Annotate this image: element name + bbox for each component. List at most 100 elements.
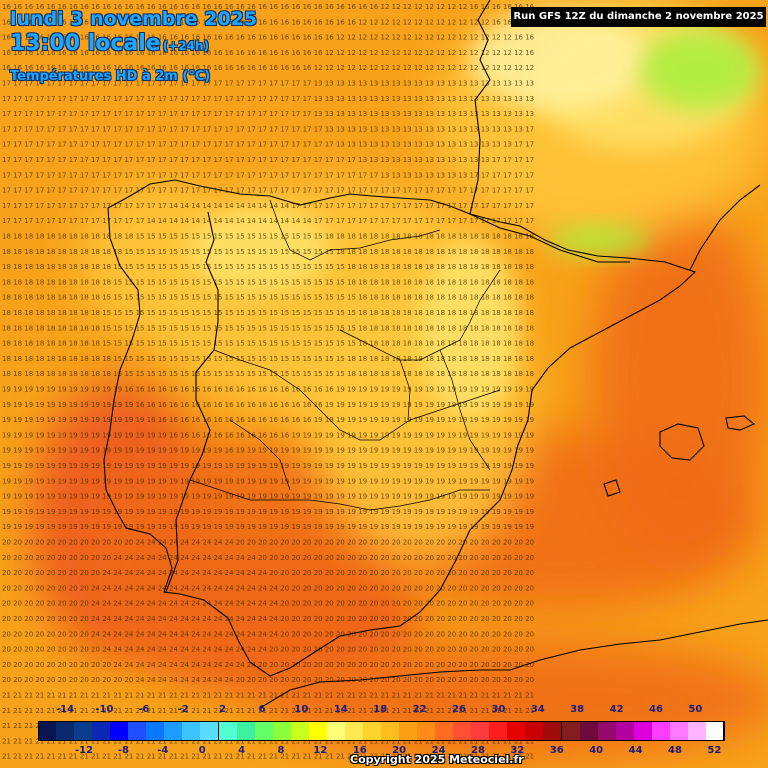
temperature-values-grid: 16 16 16 16 16 16 16 16 16 16 16 16 16 1… bbox=[2, 3, 535, 761]
temperature-value-row: 18 18 18 18 18 18 18 18 18 18 18 15 15 1… bbox=[2, 248, 534, 256]
region-border bbox=[229, 419, 291, 491]
temperature-value-row: 16 16 16 16 16 16 16 16 16 16 16 16 16 1… bbox=[2, 18, 535, 26]
temperature-value-row: 16 16 16 16 16 16 16 16 16 16 16 16 16 1… bbox=[2, 64, 534, 72]
temperature-value-row: 17 17 17 17 17 17 17 17 17 17 17 17 17 1… bbox=[2, 141, 534, 149]
temperature-value-row: 17 17 17 17 17 17 17 17 17 17 17 17 17 1… bbox=[2, 217, 534, 225]
france-east bbox=[689, 184, 761, 271]
forecast-lead-time: (+24h) bbox=[162, 39, 209, 53]
legend-label-top: 6 bbox=[258, 704, 266, 715]
temperature-value-row: 19 19 19 19 19 19 19 19 19 19 19 19 19 1… bbox=[2, 523, 534, 531]
temperature-value-row: 18 18 18 18 18 18 18 18 18 18 15 15 15 1… bbox=[2, 263, 534, 271]
temperature-value-row: 17 17 17 17 17 17 17 17 17 17 17 17 17 1… bbox=[2, 156, 534, 164]
temperature-value-row: 17 17 17 17 17 17 17 17 17 17 17 17 17 1… bbox=[2, 95, 534, 103]
temperature-value-row: 18 18 18 18 18 18 18 18 18 18 15 15 15 1… bbox=[2, 370, 534, 378]
legend-label-bottom: 48 bbox=[668, 745, 682, 756]
country-borders bbox=[103, 0, 768, 709]
legend-label-top: 34 bbox=[530, 704, 545, 715]
legend-label-top: 30 bbox=[491, 704, 506, 715]
temperature-zone bbox=[80, 180, 240, 340]
temperature-value-row: 20 20 20 20 20 20 20 20 24 24 24 24 24 2… bbox=[2, 584, 534, 592]
temperature-value-row: 16 16 16 16 16 16 16 16 16 16 16 16 16 1… bbox=[2, 49, 535, 57]
temperature-value-row: 21 21 21 21 21 21 21 21 21 21 21 21 21 2… bbox=[2, 692, 534, 700]
legend-label-top: -2 bbox=[177, 704, 189, 715]
temperature-value-row: 20 20 20 20 20 20 20 20 20 24 24 24 24 2… bbox=[2, 569, 534, 577]
legend-label-top: 14 bbox=[333, 704, 348, 715]
temperature-value-row: 20 20 20 20 20 20 20 20 24 24 24 24 24 2… bbox=[2, 615, 534, 623]
temperature-value-row: 20 20 20 20 20 20 20 20 20 20 20 20 24 2… bbox=[2, 676, 534, 684]
temperature-value-row: 21 21 21 21 21 21 21 21 21 21 21 21 21 2… bbox=[2, 707, 534, 715]
temperature-zone bbox=[420, 240, 520, 420]
temperature-value-row: 19 19 19 19 19 19 19 19 19 19 19 19 19 1… bbox=[2, 416, 534, 424]
legend-label-bottom: 44 bbox=[628, 745, 643, 756]
legend-label-top: 10 bbox=[294, 704, 309, 715]
region-border bbox=[269, 199, 441, 261]
color-scale-legend: -14 -10 -6 -2 2 6 10 14 18 22 26 30 34 38 42 46 50 -12 -8… bbox=[38, 702, 725, 762]
legend-label-top: 26 bbox=[452, 704, 466, 715]
legend-label-bottom: 24 bbox=[431, 745, 446, 756]
model-run-label: Run GFS 12Z du dimanche 2 novembre 2025 bbox=[511, 7, 766, 27]
temperature-value-row: 16 16 16 16 16 16 16 16 16 16 16 16 16 1… bbox=[2, 34, 535, 42]
legend-label-top: -10 bbox=[95, 704, 114, 715]
legend-label-bottom: 36 bbox=[549, 745, 564, 756]
temperature-value-row: 20 20 20 20 20 20 20 20 20 24 24 24 24 2… bbox=[2, 646, 534, 654]
temperature-value-row: 20 20 20 20 20 20 20 20 20 20 24 24 24 2… bbox=[2, 554, 534, 562]
legend-label-top: 2 bbox=[219, 704, 227, 715]
legend-label-bottom: 28 bbox=[471, 745, 485, 756]
temperature-value-row: 16 16 16 16 16 16 16 16 16 16 16 16 16 1… bbox=[2, 3, 535, 11]
temperature-value-row: 17 17 17 17 17 17 17 17 17 17 17 17 17 1… bbox=[2, 125, 534, 133]
menorca-island bbox=[725, 415, 756, 431]
forecast-date: lundi 3 novembre 2025 bbox=[10, 8, 258, 30]
temperature-value-row: 19 19 19 19 19 19 19 19 19 19 19 19 19 1… bbox=[2, 508, 534, 516]
temperature-value-row: 18 18 18 18 18 18 18 18 18 15 15 15 15 1… bbox=[2, 324, 534, 332]
temperature-value-row: 21 21 21 21 21 21 21 21 21 21 21 21 21 2… bbox=[2, 737, 534, 745]
temperature-zone bbox=[190, 205, 330, 295]
legend-label-top: 42 bbox=[609, 704, 624, 715]
legend-label-bottom: 16 bbox=[352, 745, 367, 756]
legend-label-bottom: 32 bbox=[510, 745, 525, 756]
legend-label-bottom: 4 bbox=[238, 745, 246, 756]
legend-label-top: 46 bbox=[649, 704, 663, 715]
legend-label-top: 38 bbox=[570, 704, 585, 715]
legend-label-bottom: 40 bbox=[589, 745, 604, 756]
temperature-value-row: 19 19 19 19 19 19 19 19 19 19 19 16 16 1… bbox=[2, 386, 534, 394]
temperature-value-row: 19 19 19 19 19 19 19 19 19 19 19 19 19 1… bbox=[2, 447, 534, 455]
forecast-time: 13:00 locale (+24h) bbox=[10, 31, 209, 56]
temperature-value-row: 17 17 17 17 17 17 17 17 17 17 17 17 17 1… bbox=[2, 171, 534, 179]
legend-frame bbox=[38, 721, 724, 741]
temperature-zone bbox=[590, 200, 768, 560]
temperature-value-row: 18 18 18 18 18 18 18 18 18 18 15 15 15 1… bbox=[2, 355, 534, 363]
temperature-value-row: 18 18 18 18 18 18 18 18 18 15 15 15 15 1… bbox=[2, 309, 534, 317]
legend-label-bottom: -8 bbox=[117, 745, 129, 756]
temperature-value-row: 19 19 19 19 19 19 19 19 19 19 19 19 19 1… bbox=[2, 477, 534, 485]
legend-label-bottom: 52 bbox=[707, 745, 722, 756]
mallorca-island bbox=[659, 423, 705, 461]
region-border bbox=[213, 349, 501, 441]
legend-label-top: -14 bbox=[55, 704, 75, 715]
temperature-value-row: 17 17 17 17 17 17 17 17 17 17 17 17 17 1… bbox=[2, 80, 534, 88]
legend-label-bottom: 12 bbox=[313, 745, 328, 756]
legend-label-top: 50 bbox=[688, 704, 703, 715]
legend-label-top: 22 bbox=[412, 704, 427, 715]
ibiza-island bbox=[603, 479, 621, 497]
region-border bbox=[339, 269, 501, 361]
temperature-zone bbox=[640, 30, 760, 110]
temperature-value-row: 20 20 20 20 20 20 20 20 24 24 24 24 24 2… bbox=[2, 600, 534, 608]
temperature-value-row: 17 17 17 17 17 17 17 17 17 17 17 17 17 1… bbox=[2, 110, 534, 118]
temperature-zone bbox=[470, 10, 650, 110]
forecast-time-value: 13:00 locale bbox=[10, 31, 161, 56]
legend-label-bottom: 8 bbox=[277, 745, 285, 756]
region-border bbox=[439, 349, 491, 471]
legend-label-top: -6 bbox=[138, 704, 150, 715]
temperature-value-row: 19 19 19 19 19 19 19 19 19 19 19 19 19 1… bbox=[2, 493, 534, 501]
temperature-value-row: 18 18 18 18 18 18 18 18 18 15 15 15 15 1… bbox=[2, 294, 534, 302]
legend-label-bottom: -4 bbox=[157, 745, 169, 756]
region-border bbox=[399, 359, 411, 421]
pyrenees-border bbox=[469, 213, 630, 263]
legend-label-bottom: -12 bbox=[74, 745, 94, 756]
temperature-value-row: 19 19 19 19 19 19 19 19 19 19 19 19 16 1… bbox=[2, 401, 534, 409]
temperature-zone bbox=[550, 226, 650, 254]
legend-label-top: 18 bbox=[373, 704, 388, 715]
variable-title: Températures HD à 2m (°C) bbox=[10, 69, 211, 84]
